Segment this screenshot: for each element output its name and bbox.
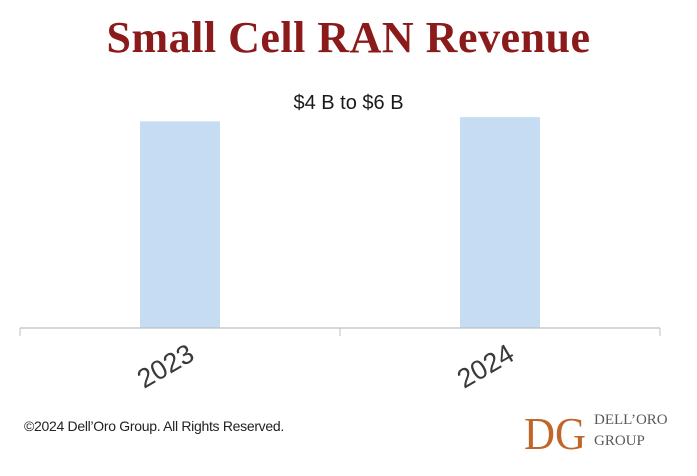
x-axis-labels: 2023 2024 [132,338,519,394]
chart-subtitle: $4 B to $6 B [293,92,404,114]
bar-2023 [140,121,220,328]
bar-2024 [460,117,540,328]
bars-group [140,117,540,328]
x-tick-label-2023: 2023 [132,338,199,394]
logo-mark-text: DG [524,408,586,459]
logo-line-2: GROUP [594,433,645,449]
logo-line-1: DELL’ORO [594,412,668,428]
dg-logo-mark: DG [524,408,586,459]
logo-wordmark: DELL’ORO GROUP [594,410,668,452]
dell-oro-logo: DG DELL’ORO GROUP [522,404,692,460]
x-tick-label-2024: 2024 [452,338,519,394]
x-axis-ticks [19,328,661,336]
chart-title: Small Cell RAN Revenue [106,13,591,62]
copyright-notice: ©2024 Dell’Oro Group. All Rights Reserve… [24,418,284,434]
